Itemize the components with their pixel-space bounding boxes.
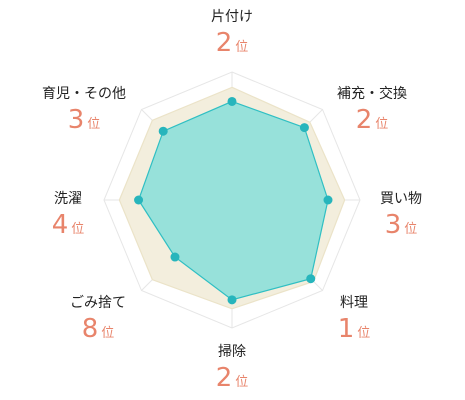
data-point-8: [158, 126, 168, 136]
axis-name: 掃除: [218, 344, 246, 360]
axis-name: 補充・交換: [337, 86, 407, 102]
rank-suffix: 位: [235, 40, 249, 55]
data-point-1: [227, 96, 237, 106]
data-point-7: [134, 195, 144, 205]
rank-suffix: 位: [375, 117, 389, 132]
rank-value: 2: [355, 105, 373, 135]
data-point-3: [323, 195, 333, 205]
rank-value: 2: [215, 363, 233, 393]
axis-name: 育児・その他: [42, 86, 126, 102]
axis-name: 片付け: [211, 9, 253, 25]
data-point-4: [306, 274, 316, 284]
rank-value: 3: [67, 105, 85, 135]
rank-suffix: 位: [235, 375, 249, 390]
rank-value: 8: [81, 314, 99, 344]
rank-value: 3: [384, 210, 402, 240]
data-point-6: [170, 252, 180, 262]
rank-suffix: 位: [357, 326, 371, 341]
axis-name: 買い物: [380, 191, 422, 207]
rank-value: 2: [215, 28, 233, 58]
data-point-5: [227, 295, 237, 305]
rank-suffix: 位: [87, 117, 101, 132]
axis-name: ごみ捨て: [70, 295, 126, 311]
radar-markers: [134, 96, 333, 305]
rank-suffix: 位: [404, 222, 418, 237]
rank-value: 1: [337, 314, 355, 344]
data-point-2: [299, 123, 309, 133]
rank-suffix: 位: [71, 222, 85, 237]
axis-name: 洗濯: [54, 191, 82, 207]
rank-suffix: 位: [101, 326, 115, 341]
axis-name: 料理: [340, 295, 368, 311]
rank-value: 4: [51, 210, 69, 240]
